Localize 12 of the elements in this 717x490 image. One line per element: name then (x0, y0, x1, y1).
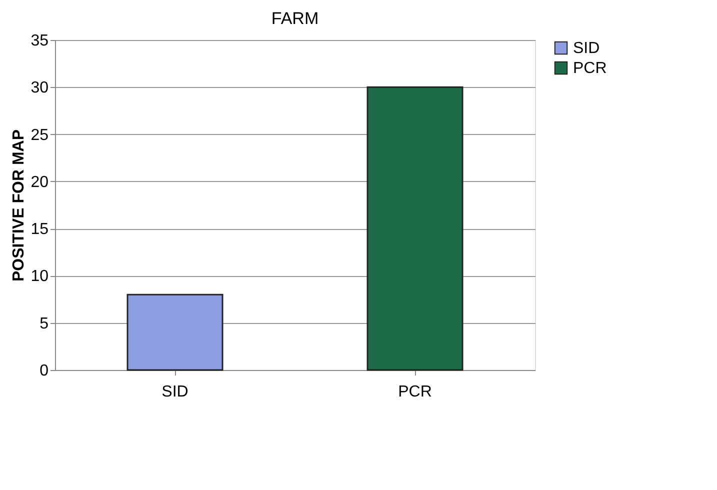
y-tick-label: 20 (30, 174, 49, 191)
y-tick-label: 0 (40, 362, 49, 380)
y-axis-title: POSITIVE FOR MAP (10, 129, 28, 282)
y-tick-label: 10 (30, 268, 49, 286)
y-tick-label: 15 (30, 221, 49, 238)
legend-label: PCR (573, 60, 607, 77)
y-tick-label: 5 (40, 315, 49, 332)
y-tick-label: 30 (30, 80, 49, 97)
chart-title: FARM (271, 9, 319, 28)
legend-label: SID (573, 40, 600, 57)
y-tick-label: 25 (30, 126, 49, 144)
y-tick-label: 35 (30, 32, 49, 50)
